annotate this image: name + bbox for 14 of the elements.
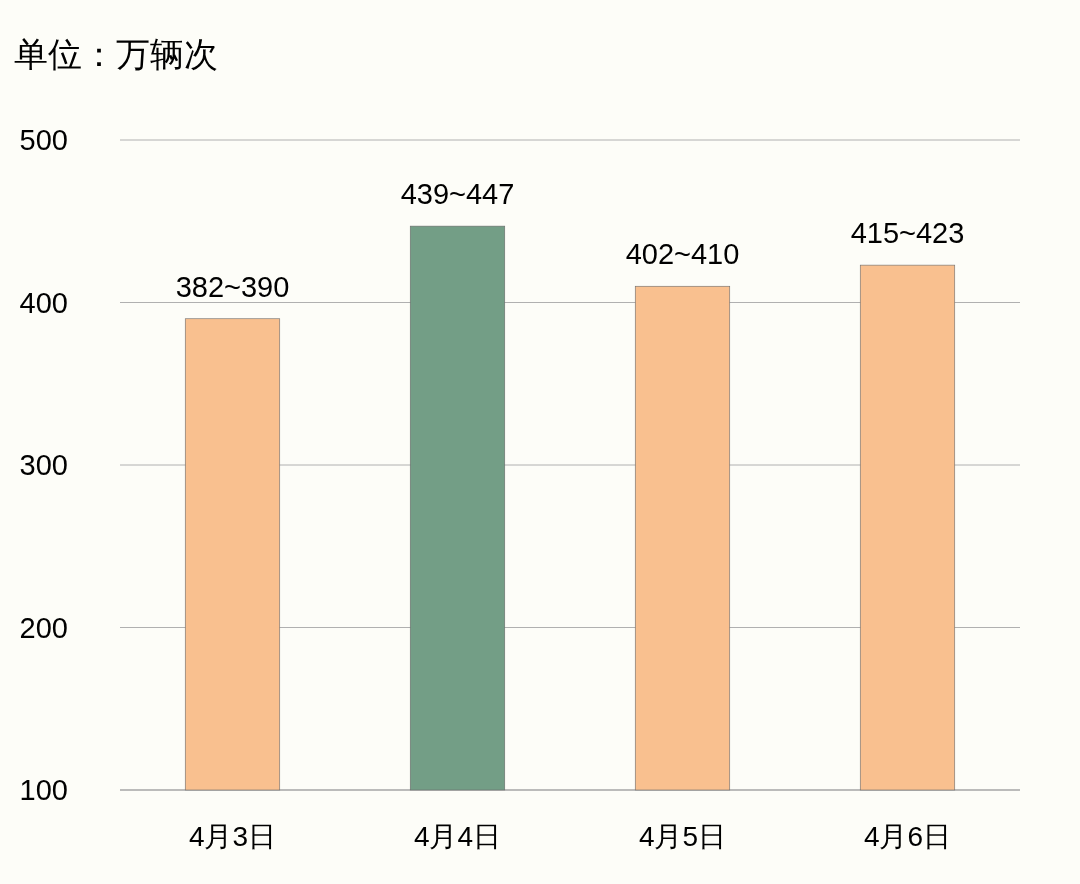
- x-tick-label: 4月3日: [188, 821, 277, 852]
- data-label: 415~423: [850, 217, 965, 250]
- x-tick-label: 4月5日: [638, 821, 727, 852]
- y-tick-label: 500: [19, 124, 68, 156]
- data-label: 439~447: [400, 178, 515, 211]
- y-tick-label: 300: [19, 449, 68, 481]
- x-tick-label: 4月6日: [863, 821, 952, 852]
- y-tick-label: 400: [19, 286, 68, 319]
- x-tick-label: 4月4日: [413, 821, 502, 852]
- y-axis-title: 单位：万辆次: [14, 35, 218, 73]
- data-label: 382~390: [175, 270, 290, 303]
- y-tick-label: 100: [19, 774, 68, 806]
- data-label: 402~410: [625, 238, 740, 271]
- y-tick-label: 200: [19, 611, 68, 644]
